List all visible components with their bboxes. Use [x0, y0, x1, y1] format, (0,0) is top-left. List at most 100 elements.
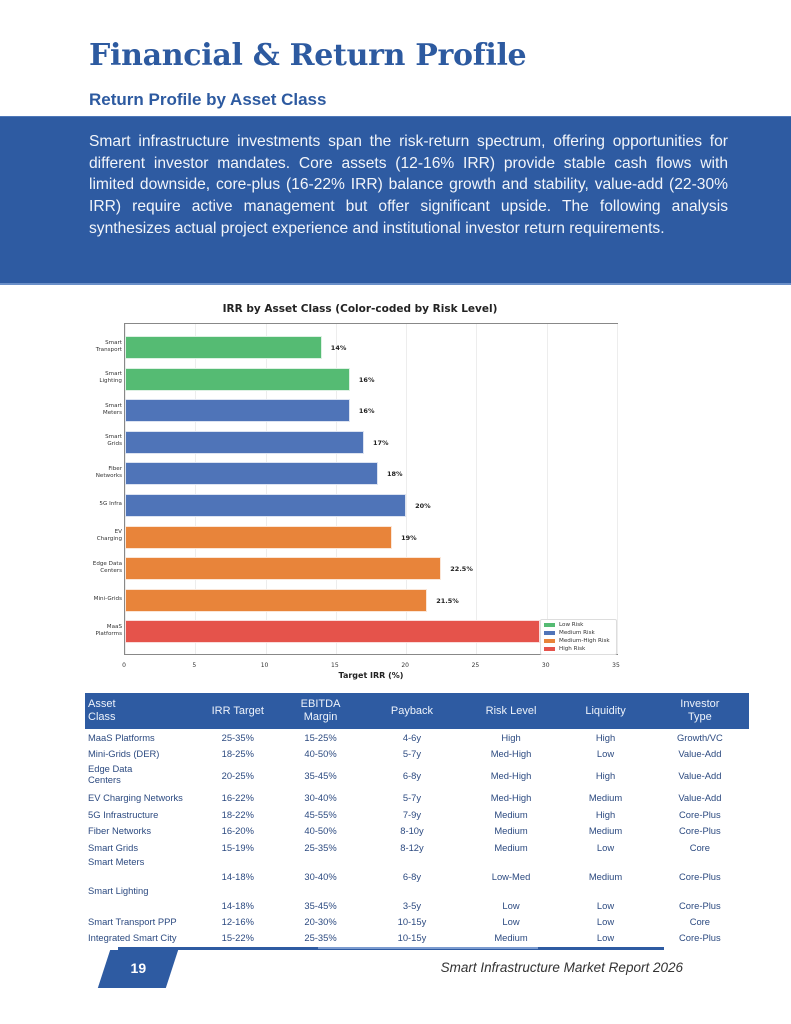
x-tick-label: 35	[612, 662, 620, 669]
table-cell-liquidity: Low	[596, 841, 615, 853]
table-cell-liquidity: Low	[596, 932, 615, 944]
y-tick-label: Fiber Networks	[95, 465, 122, 479]
table-cell-risk: Medium	[494, 932, 528, 944]
table-cell-payback: 10-15y	[397, 932, 427, 944]
chart-gridline	[125, 324, 126, 654]
x-tick-label: 30	[541, 662, 550, 669]
table-cell-asset: Fiber Networks	[88, 825, 152, 837]
legend-swatch	[544, 630, 555, 635]
table-cell-investor: Core	[689, 916, 711, 928]
table-cell-investor: Value-Add	[678, 792, 722, 804]
chart-bar	[125, 620, 540, 644]
table-cell-ebitda: 20-30%	[304, 916, 337, 928]
table-header-cell: Liquidity	[560, 693, 651, 729]
bar-value-label: 21.5%	[436, 596, 459, 605]
bar-value-label: 19%	[401, 533, 417, 542]
legend-label: High Risk	[559, 646, 586, 652]
table-cell-liquidity: Low	[596, 916, 615, 928]
table-cell-irr: 16-22%	[221, 792, 254, 804]
chart-plot-area: 14% 16% 16% 17% 18% 20% 19% 22.5% 21.5%	[124, 323, 618, 655]
y-tick-label: EV Charging	[96, 529, 122, 543]
table-cell-risk: Medium	[494, 825, 528, 837]
chart-gridline	[617, 324, 618, 654]
table-cell-investor: Core-Plus	[679, 871, 721, 883]
table-cell-irr: 14-18%	[221, 871, 254, 883]
table-cell-investor: Core-Plus	[679, 808, 721, 820]
y-tick-label: Smart Lighting	[99, 371, 122, 385]
table-cell-ebitda: 30-40%	[304, 792, 337, 804]
y-tick-label: 5G Infra	[99, 501, 122, 507]
table-cell-irr: 15-19%	[221, 841, 254, 853]
table-cell-irr: 25-35%	[221, 731, 254, 743]
x-tick-label: 0	[122, 662, 126, 669]
table-cell-liquidity: Low	[596, 900, 615, 912]
table-cell-irr: 14-18%	[221, 900, 254, 912]
legend-swatch	[544, 646, 555, 651]
table-cell-irr: 12-16%	[221, 916, 254, 928]
table-cell-risk: Med-High	[490, 748, 532, 760]
table-row: Smart Lighting 14-18% 35-45% 3-5y Low Low Core…	[85, 884, 749, 913]
table-cell-asset: Smart Lighting	[88, 885, 149, 897]
table-cell-ebitda: 35-45%	[304, 900, 337, 912]
chart-x-axis-label: Target IRR (%)	[338, 671, 404, 680]
table-cell-payback: 6-8y	[402, 871, 422, 883]
table-cell-liquidity: High	[595, 731, 616, 743]
table-cell-risk: Low	[502, 900, 520, 912]
legend-item: Low Risk	[544, 621, 583, 629]
legend-item: Medium-High Risk	[544, 637, 610, 645]
table-cell-payback: 8-12y	[400, 841, 424, 853]
table-cell-investor: Core-Plus	[679, 932, 721, 944]
table-row: Edge Data Centers 20-25% 35-45% 6-8y Med-High…	[85, 762, 749, 790]
table-header-cell: Risk Level	[461, 693, 561, 729]
table-cell-liquidity: High	[595, 770, 616, 782]
table-cell-risk: Low-Med	[491, 871, 531, 883]
table-row: Smart Grids 15-19% 25-35% 8-12y Medium Low Cor…	[85, 839, 749, 855]
chart-bar	[125, 430, 364, 454]
legend-item: High Risk	[544, 645, 585, 653]
chart-gridline	[195, 324, 197, 654]
table-row: Integrated Smart City 15-22% 25-35% 10-15y M…	[85, 930, 749, 946]
x-tick-label: 10	[260, 662, 269, 669]
chart-gridline	[476, 324, 478, 654]
table-row: EV Charging Networks 16-22% 30-40% 5-7y Med-…	[85, 790, 749, 806]
table-row: Fiber Networks 16-20% 40-50% 8-10y Medium Med…	[85, 823, 749, 839]
table-cell-asset: Integrated Smart City	[88, 932, 177, 944]
y-tick-label: Smart Transport	[95, 339, 122, 353]
table-row: MaaS Platforms 25-35% 15-25% 4-6y High High Gr…	[85, 729, 749, 745]
intro-paragraph: Smart infrastructure investments span th…	[89, 133, 728, 237]
y-tick-label: MaaS Platforms	[95, 623, 122, 637]
page-number: 19	[130, 960, 147, 976]
table-cell-irr: 18-22%	[221, 808, 254, 820]
chart-gridline	[265, 324, 267, 654]
table-cell-ebitda: 15-25%	[304, 731, 337, 743]
legend-swatch	[544, 622, 555, 627]
table-cell-ebitda: 45-55%	[304, 808, 337, 820]
y-tick-label: Edge Data Centers	[92, 560, 122, 574]
table-cell-investor: Value-Add	[678, 770, 722, 782]
table-cell-asset: Smart Meters	[88, 856, 145, 868]
chart-bar	[125, 588, 428, 612]
table-cell-liquidity: Medium	[588, 792, 623, 804]
table-cell-irr: 18-25%	[221, 748, 254, 760]
legend-label: Low Risk	[559, 622, 584, 628]
table-row: 5G Infrastructure 18-22% 45-55% 7-9y Medium H…	[85, 806, 749, 822]
bar-value-label: 14%	[330, 344, 347, 352]
bar-value-label: 18%	[387, 470, 403, 479]
legend-label: Medium Risk	[559, 630, 595, 636]
chart-bar	[125, 525, 393, 549]
chart-gridline	[546, 324, 548, 654]
bar-value-label: 17%	[372, 438, 389, 447]
table-cell-liquidity: High	[595, 808, 616, 820]
table-cell-risk: Med-High	[490, 770, 532, 782]
page-number-badge: 19	[97, 950, 179, 988]
y-tick-label: Mini-Grids	[93, 595, 122, 602]
table-body: MaaS Platforms 25-35% 15-25% 4-6y High High Gr…	[85, 729, 749, 946]
table-header-cell: EBITDA Margin	[278, 693, 363, 729]
y-tick-label: Smart Meters	[102, 402, 122, 416]
table-cell-asset: Smart Grids	[88, 841, 139, 853]
table-row: Smart Transport PPP 12-16% 20-30% 10-15y Low…	[85, 913, 749, 929]
table-cell-payback: 3-5y	[402, 900, 422, 912]
table-cell-asset: 5G Infrastructure	[88, 808, 159, 820]
table-cell-payback: 8-10y	[400, 825, 424, 837]
table-cell-asset: Smart Transport PPP	[88, 916, 177, 928]
